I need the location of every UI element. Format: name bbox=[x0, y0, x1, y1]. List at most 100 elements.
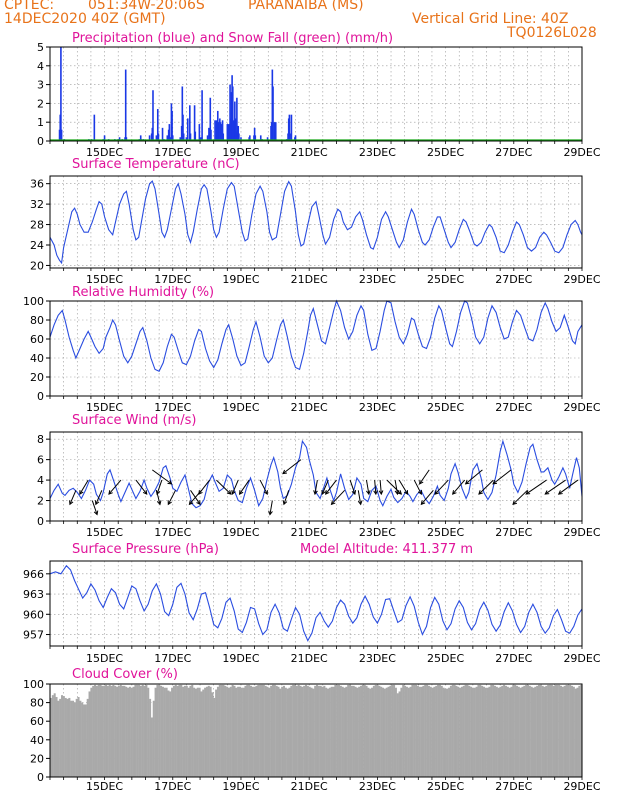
x-tick-label: 23DEC bbox=[359, 526, 396, 539]
y-tick-label: 2 bbox=[37, 97, 44, 110]
cloud-bar bbox=[446, 688, 449, 777]
cloud-bar bbox=[249, 685, 252, 777]
cloud-bar bbox=[306, 685, 309, 777]
cloud-bar bbox=[565, 684, 568, 777]
cloud-bar bbox=[295, 685, 298, 777]
wind-arrow-head bbox=[478, 490, 483, 495]
cloud-bar bbox=[292, 684, 295, 777]
cloud-bar bbox=[255, 685, 258, 777]
cloud-bar bbox=[119, 684, 122, 777]
wind-arrow-head bbox=[397, 490, 403, 495]
wind-arrow-head bbox=[188, 500, 194, 506]
cloud-bar bbox=[492, 684, 495, 777]
precip-bar bbox=[171, 135, 174, 141]
cloud-bar bbox=[83, 704, 86, 777]
cloud-bar bbox=[431, 687, 434, 777]
cloud-bar bbox=[271, 684, 275, 777]
precip-bar bbox=[125, 137, 128, 141]
cloud-bar bbox=[288, 687, 291, 777]
cloud-bar bbox=[534, 686, 537, 777]
x-tick-label: 23DEC bbox=[359, 652, 396, 665]
y-tick-label: 6 bbox=[37, 454, 44, 467]
wind-arrow-head bbox=[268, 510, 273, 516]
cloud-bar bbox=[70, 700, 73, 777]
y-tick-label: 8 bbox=[37, 433, 44, 446]
wind-arrow bbox=[465, 469, 483, 485]
x-tick-label: 21DEC bbox=[291, 146, 328, 159]
panel-6: 0 20 40 60 80 100 15DEC 17DEC 19DEC 21DEC 23DEC 25D… bbox=[23, 667, 601, 793]
cloud-bar bbox=[444, 688, 447, 777]
y-tick-label: 963 bbox=[23, 588, 44, 601]
cloud-bar bbox=[72, 700, 75, 777]
cloud-bar bbox=[418, 686, 421, 777]
y-tick-label: 4 bbox=[37, 474, 44, 487]
panel-frame bbox=[49, 560, 583, 647]
wind-arrow bbox=[512, 489, 528, 505]
cloud-bar bbox=[264, 685, 267, 777]
precip-bar bbox=[186, 118, 189, 141]
cloud-bar bbox=[99, 684, 102, 777]
cloud-bar bbox=[51, 695, 54, 777]
cloud-bar bbox=[222, 684, 225, 777]
y-tick-label: 960 bbox=[23, 608, 44, 621]
panel-4: 0 2 4 6 8 15DEC 17DEC 19DEC 21DEC 23DEC 25DEC 27DEC… bbox=[37, 413, 601, 539]
wind-arrow bbox=[398, 479, 409, 495]
cloud-bar bbox=[211, 692, 214, 777]
series-line bbox=[49, 180, 583, 265]
cloud-bar bbox=[438, 684, 441, 777]
cloud-bar bbox=[330, 686, 333, 777]
cloud-bar bbox=[194, 688, 197, 777]
cloud-bar bbox=[226, 686, 229, 777]
cloud-bar bbox=[185, 685, 188, 777]
cloud-bar bbox=[90, 687, 93, 777]
cloud-bar bbox=[275, 685, 278, 777]
wind-arrow bbox=[365, 479, 370, 495]
wind-arrow bbox=[419, 469, 430, 485]
cloud-bar bbox=[396, 693, 399, 777]
cloud-bar bbox=[246, 684, 249, 777]
precip-bar bbox=[157, 133, 160, 141]
wind-arrow bbox=[231, 479, 239, 495]
x-tick-label: 27DEC bbox=[495, 401, 532, 414]
precip-bar bbox=[182, 114, 184, 141]
panel-frame bbox=[49, 300, 583, 397]
cloud-bar bbox=[345, 686, 348, 777]
wind-arrow-head bbox=[417, 490, 423, 496]
panel-annotation: Model Altitude: 411.377 m bbox=[300, 542, 473, 557]
wind-arrow-head bbox=[557, 490, 563, 495]
x-tick-label: 17DEC bbox=[154, 401, 191, 414]
header-model-code: TQ0126L028 bbox=[507, 25, 597, 41]
wind-arrow bbox=[434, 479, 449, 495]
y-tick-label: 4 bbox=[37, 60, 44, 73]
cloud-bar bbox=[383, 688, 386, 777]
cloud-bar bbox=[563, 685, 566, 777]
cloud-bar bbox=[216, 686, 219, 777]
cloud-bar bbox=[429, 686, 432, 777]
y-tick-label: 2 bbox=[37, 495, 44, 508]
wind-arrow-head bbox=[512, 500, 518, 506]
y-tick-label: 20 bbox=[30, 259, 44, 272]
wind-arrow-head bbox=[93, 510, 99, 516]
x-tick-label: 21DEC bbox=[291, 780, 328, 793]
precip-bar bbox=[60, 129, 63, 141]
cloud-bar bbox=[508, 687, 511, 777]
cloud-bar bbox=[503, 684, 506, 777]
cloud-bar bbox=[110, 685, 113, 777]
cloud-bar bbox=[572, 686, 575, 777]
x-tick-label: 15DEC bbox=[86, 526, 123, 539]
wind-arrow bbox=[108, 479, 122, 495]
cloud-bar bbox=[224, 685, 227, 777]
cloud-bar bbox=[470, 686, 473, 777]
x-tick-label: 25DEC bbox=[427, 652, 464, 665]
y-tick-label: 0 bbox=[37, 515, 44, 528]
panel-title: Surface Pressure (hPa) bbox=[72, 542, 219, 557]
cloud-bar bbox=[460, 686, 463, 777]
cloud-bar bbox=[134, 684, 137, 777]
cloud-bar bbox=[158, 684, 161, 777]
cloud-bar bbox=[64, 697, 67, 777]
wind-arrow bbox=[95, 490, 103, 505]
cloud-bar bbox=[314, 685, 317, 777]
cloud-bar bbox=[66, 698, 69, 777]
y-tick-label: 40 bbox=[30, 352, 44, 365]
precip-bar bbox=[168, 124, 171, 141]
